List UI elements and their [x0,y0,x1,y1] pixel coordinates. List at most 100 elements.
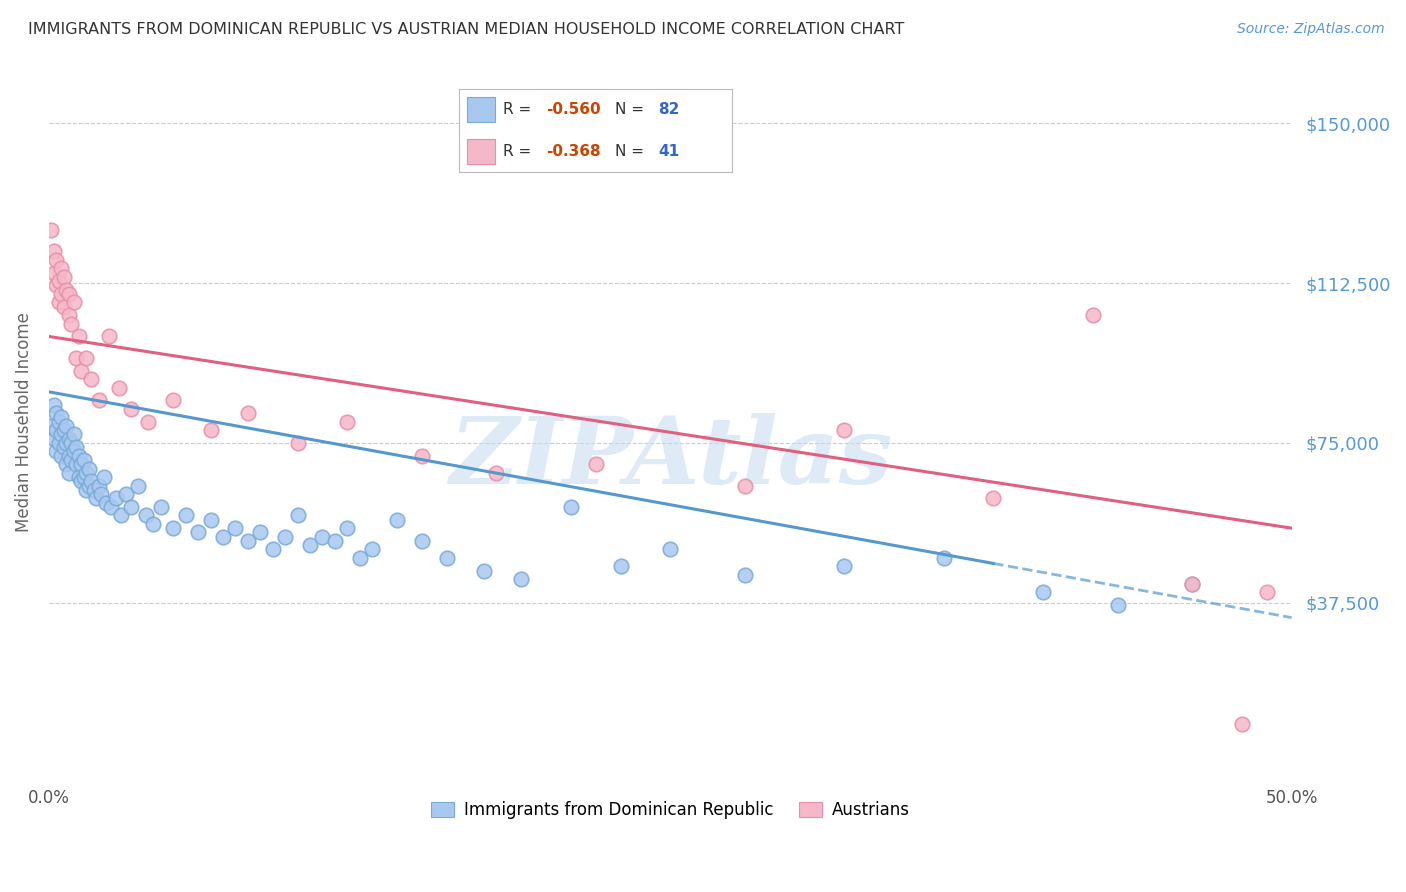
Point [983,491,1005,506]
Point [45,406,67,420]
Point [142,516,165,531]
Point [659,542,682,557]
Point [67,470,90,484]
Point [75,351,97,365]
Point [93,470,115,484]
Point [42,398,65,412]
Y-axis label: Median Household Income: Median Household Income [15,311,32,532]
Point [42,432,65,446]
Point [162,393,184,408]
Point [51,286,73,301]
Point [336,521,359,535]
Point [932,551,955,566]
Point [100,500,122,514]
Point [212,530,235,544]
Point [45,423,67,437]
Point [45,444,67,458]
Point [48,415,70,429]
Point [274,530,297,544]
Point [42,266,65,280]
Point [127,478,149,492]
Point [84,491,107,506]
Point [60,436,83,450]
Point [174,508,197,523]
Point [236,533,259,548]
Point [94,495,117,509]
Point [311,530,333,544]
Point [75,483,97,497]
Point [510,572,533,586]
Point [262,542,284,557]
Point [67,329,90,343]
Point [87,393,110,408]
Point [120,401,142,416]
Point [200,423,222,437]
Point [73,470,96,484]
Point [55,418,77,433]
Point [1181,576,1204,591]
Point [323,533,346,548]
Point [45,252,67,267]
Point [135,508,157,523]
Point [48,274,70,288]
Point [55,283,77,297]
Legend: Immigrants from Dominican Republic, Austrians: Immigrants from Dominican Republic, Aust… [425,795,917,826]
Point [832,559,855,574]
Point [1032,585,1054,599]
Point [70,475,93,489]
Point [162,521,184,535]
Point [472,564,495,578]
Point [385,513,408,527]
Point [236,406,259,420]
Point [1230,717,1253,731]
Point [734,478,756,492]
Point [58,449,80,463]
Point [65,457,87,471]
Point [832,423,855,437]
Point [249,525,271,540]
Point [224,521,246,535]
Point [83,483,105,497]
Point [58,308,80,322]
Point [485,466,508,480]
Point [336,415,359,429]
Text: Source: ZipAtlas.com: Source: ZipAtlas.com [1237,22,1385,37]
Point [138,415,160,429]
Point [349,551,371,566]
Point [41,418,63,433]
Point [585,457,607,471]
Point [734,568,756,582]
Point [52,423,75,437]
Point [560,500,582,514]
Text: IMMIGRANTS FROM DOMINICAN REPUBLIC VS AUSTRIAN MEDIAN HOUSEHOLD INCOME CORRELATI: IMMIGRANTS FROM DOMINICAN REPUBLIC VS AU… [28,22,904,37]
Point [436,551,458,566]
Point [65,351,87,365]
Point [90,487,112,501]
Point [65,440,87,454]
Point [298,538,321,552]
Point [1107,598,1129,612]
Point [51,410,73,425]
Point [75,466,97,480]
Point [107,381,129,395]
Point [41,223,63,237]
Point [63,444,86,458]
Point [149,500,172,514]
Point [97,329,120,343]
Point [52,300,75,314]
Point [70,457,93,471]
Point [80,475,103,489]
Point [55,436,77,450]
Point [411,449,433,463]
Point [1256,585,1278,599]
Point [58,286,80,301]
Point [287,436,309,450]
Point [63,295,86,310]
Point [1081,308,1104,322]
Point [58,466,80,480]
Point [48,436,70,450]
Point [52,269,75,284]
Point [105,491,128,506]
Point [51,449,73,463]
Point [73,453,96,467]
